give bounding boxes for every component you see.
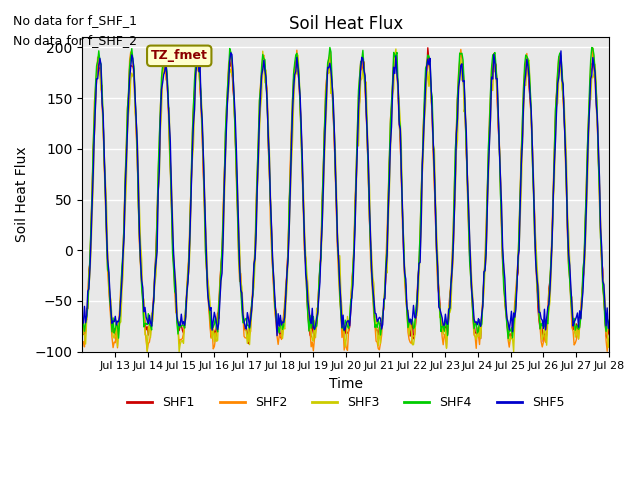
Legend: SHF1, SHF2, SHF3, SHF4, SHF5: SHF1, SHF2, SHF3, SHF4, SHF5: [122, 391, 570, 414]
SHF1: [605, 332, 613, 337]
SHF2: [79, 341, 86, 347]
SHF1: [400, 247, 408, 252]
SHF5: [374, 316, 382, 322]
SHF1: [79, 320, 86, 326]
SHF4: [605, 328, 613, 334]
SHF4: [243, 323, 251, 328]
SHF5: [243, 326, 250, 332]
SHF5: [559, 82, 567, 87]
SHF4: [79, 323, 86, 329]
Text: No data for f_SHF_1: No data for f_SHF_1: [13, 14, 137, 27]
SHF2: [400, 244, 408, 250]
X-axis label: Time: Time: [329, 377, 363, 391]
SHF5: [302, 271, 310, 277]
SHF3: [392, 46, 400, 52]
SHF2: [243, 336, 251, 341]
SHF2: [302, 263, 310, 269]
SHF3: [374, 343, 382, 348]
SHF4: [302, 260, 310, 266]
Line: SHF5: SHF5: [83, 51, 609, 336]
SHF5: [273, 333, 281, 338]
SHF5: [467, 265, 475, 271]
Line: SHF4: SHF4: [83, 48, 609, 338]
SHF1: [243, 325, 250, 331]
SHF5: [605, 319, 613, 325]
Text: TZ_fmet: TZ_fmet: [151, 49, 207, 62]
Y-axis label: Soil Heat Flux: Soil Heat Flux: [15, 146, 29, 242]
SHF5: [557, 48, 564, 54]
SHF2: [605, 339, 613, 345]
SHF4: [193, 45, 200, 50]
SHF2: [194, 45, 202, 50]
SHF2: [467, 275, 475, 281]
SHF3: [401, 268, 408, 274]
Title: Soil Heat Flux: Soil Heat Flux: [289, 15, 403, 33]
Line: SHF2: SHF2: [83, 48, 609, 351]
SHF4: [400, 238, 408, 243]
SHF4: [374, 318, 382, 324]
SHF5: [400, 250, 408, 256]
Text: No data for f_SHF_2: No data for f_SHF_2: [13, 34, 137, 47]
SHF3: [302, 252, 310, 258]
SHF4: [559, 88, 567, 94]
SHF5: [79, 315, 86, 321]
SHF3: [468, 279, 476, 285]
SHF3: [605, 334, 613, 340]
SHF2: [604, 348, 611, 354]
Line: SHF1: SHF1: [83, 48, 609, 344]
SHF1: [468, 293, 476, 299]
SHF4: [504, 336, 512, 341]
SHF1: [244, 341, 252, 347]
SHF1: [374, 332, 382, 338]
SHF1: [302, 255, 310, 261]
SHF3: [559, 91, 567, 96]
SHF1: [559, 88, 567, 94]
SHF2: [374, 346, 382, 351]
SHF3: [243, 340, 251, 346]
SHF3: [79, 319, 86, 324]
SHF2: [558, 79, 566, 85]
SHF1: [424, 45, 431, 51]
SHF3: [143, 348, 151, 354]
Line: SHF3: SHF3: [83, 49, 609, 351]
SHF4: [467, 275, 475, 280]
